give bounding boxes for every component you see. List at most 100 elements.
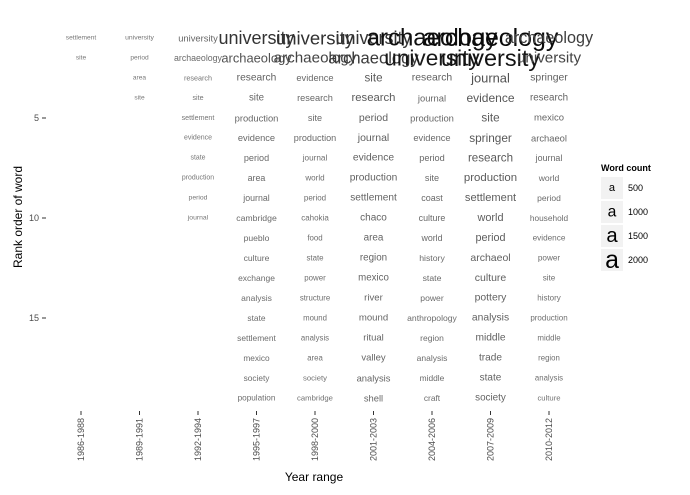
word-mark: archaeology (423, 24, 559, 52)
word-mark: research (468, 152, 513, 165)
word-mark: production (410, 113, 454, 124)
word-mark: journal (470, 71, 510, 86)
word-mark: history (537, 294, 561, 303)
word-mark: site (308, 113, 322, 123)
word-mark: research (237, 73, 277, 84)
word-mark: exchange (238, 273, 275, 283)
word-mark: society (303, 374, 327, 383)
word-mark: world (304, 174, 324, 183)
x-tick-label: 2004-2006 (427, 418, 437, 461)
word-mark: archaeology (174, 53, 223, 63)
word-mark: journal (357, 132, 390, 144)
word-mark: site (543, 274, 556, 283)
word-mark: site (425, 173, 439, 183)
word-mark: culture (419, 213, 446, 223)
word-mark: population (238, 394, 276, 403)
word-mark: research (530, 93, 568, 104)
word-mark: trade (479, 353, 502, 364)
word-mark: state (423, 273, 442, 283)
word-mark: university (125, 35, 154, 42)
word-mark: evidence (466, 91, 514, 105)
word-mark: site (481, 112, 499, 125)
word-mark: analysis (301, 334, 329, 343)
word-mark: area (248, 173, 266, 183)
word-mark: site (134, 95, 145, 102)
word-mark: analysis (535, 374, 563, 383)
word-mark: culture (244, 253, 270, 263)
word-mark: journal (187, 215, 209, 222)
word-mark: period (475, 232, 505, 244)
word-mark: food (307, 234, 322, 243)
word-mark: mexico (243, 353, 270, 363)
word-mark: archaeology (367, 25, 498, 52)
word-mark: evidence (296, 73, 333, 83)
x-tick-label: 1989-1991 (135, 418, 145, 461)
x-tick-label: 2010-2012 (544, 418, 554, 461)
word-mark: cambridge (297, 394, 333, 403)
word-mark: research (412, 73, 453, 84)
word-mark: research (297, 93, 333, 103)
word-mark: power (420, 293, 444, 303)
word-mark: site (364, 72, 382, 85)
word-mark: mexico (358, 273, 389, 284)
word-mark: mexico (534, 113, 564, 124)
word-mark: river (364, 293, 383, 304)
word-mark: period (189, 195, 208, 202)
y-tick-label: 15 (29, 313, 39, 323)
legend-label: 1000 (628, 207, 648, 217)
y-tick-label: 10 (29, 213, 39, 223)
word-mark: cambridge (236, 213, 277, 223)
word-mark: springer (530, 73, 568, 84)
legend-key-background (601, 201, 623, 223)
x-axis-title: Year range (285, 470, 344, 484)
word-mark: settlement (66, 35, 97, 42)
word-mark: archaeology (274, 50, 357, 67)
word-mark: state (480, 373, 502, 384)
word-mark: evidence (533, 234, 566, 243)
word-mark: valley (361, 353, 386, 364)
word-mark: middle (475, 333, 505, 344)
word-mark: journal (302, 154, 328, 163)
word-mark: region (420, 333, 444, 343)
word-mark: middle (537, 334, 561, 343)
x-tick-label: 2001-2003 (369, 418, 379, 461)
word-mark: culture (537, 394, 560, 403)
word-mark: university (218, 28, 294, 48)
word-mark: pottery (475, 293, 508, 304)
word-mark: state (191, 155, 206, 162)
word-mark: period (537, 193, 561, 203)
word-marks: settlement site university period area site un… (66, 24, 594, 404)
word-mark: journal (242, 193, 269, 203)
word-mark: world (476, 212, 503, 224)
word-mark: archaeol (531, 133, 567, 144)
word-mark: university (178, 33, 218, 44)
word-mark: university (276, 28, 355, 49)
word-mark: archaeology (328, 49, 419, 68)
word-mark: evidence (413, 133, 450, 143)
word-mark: area (364, 233, 384, 244)
x-axis: 1986-1988 1989-1991 1992-1994 1995-1997 1998… (76, 411, 554, 461)
word-mark: history (419, 253, 445, 263)
x-tick-label: 1995-1997 (252, 418, 262, 461)
word-mark: household (530, 213, 569, 223)
word-mark: site (249, 93, 264, 104)
word-mark: area (307, 354, 323, 363)
word-mark: mound (303, 314, 327, 323)
word-mark: analysis (417, 353, 448, 363)
word-mark: evidence (353, 153, 394, 164)
word-mark: period (244, 153, 269, 163)
word-mark: world (538, 173, 560, 183)
word-mark: production (464, 172, 517, 184)
word-mark: settlement (182, 114, 215, 122)
word-mark: cahokia (301, 214, 329, 223)
word-mark: ritual (363, 333, 384, 344)
word-mark: period (359, 112, 388, 124)
word-mark: evidence (238, 133, 275, 143)
word-mark: mound (359, 313, 388, 324)
x-tick-label: 1986-1988 (76, 418, 86, 461)
word-mark: region (538, 354, 560, 363)
word-mark: society (475, 393, 506, 404)
legend-key-background (601, 249, 623, 271)
word-mark: coast (421, 193, 443, 203)
